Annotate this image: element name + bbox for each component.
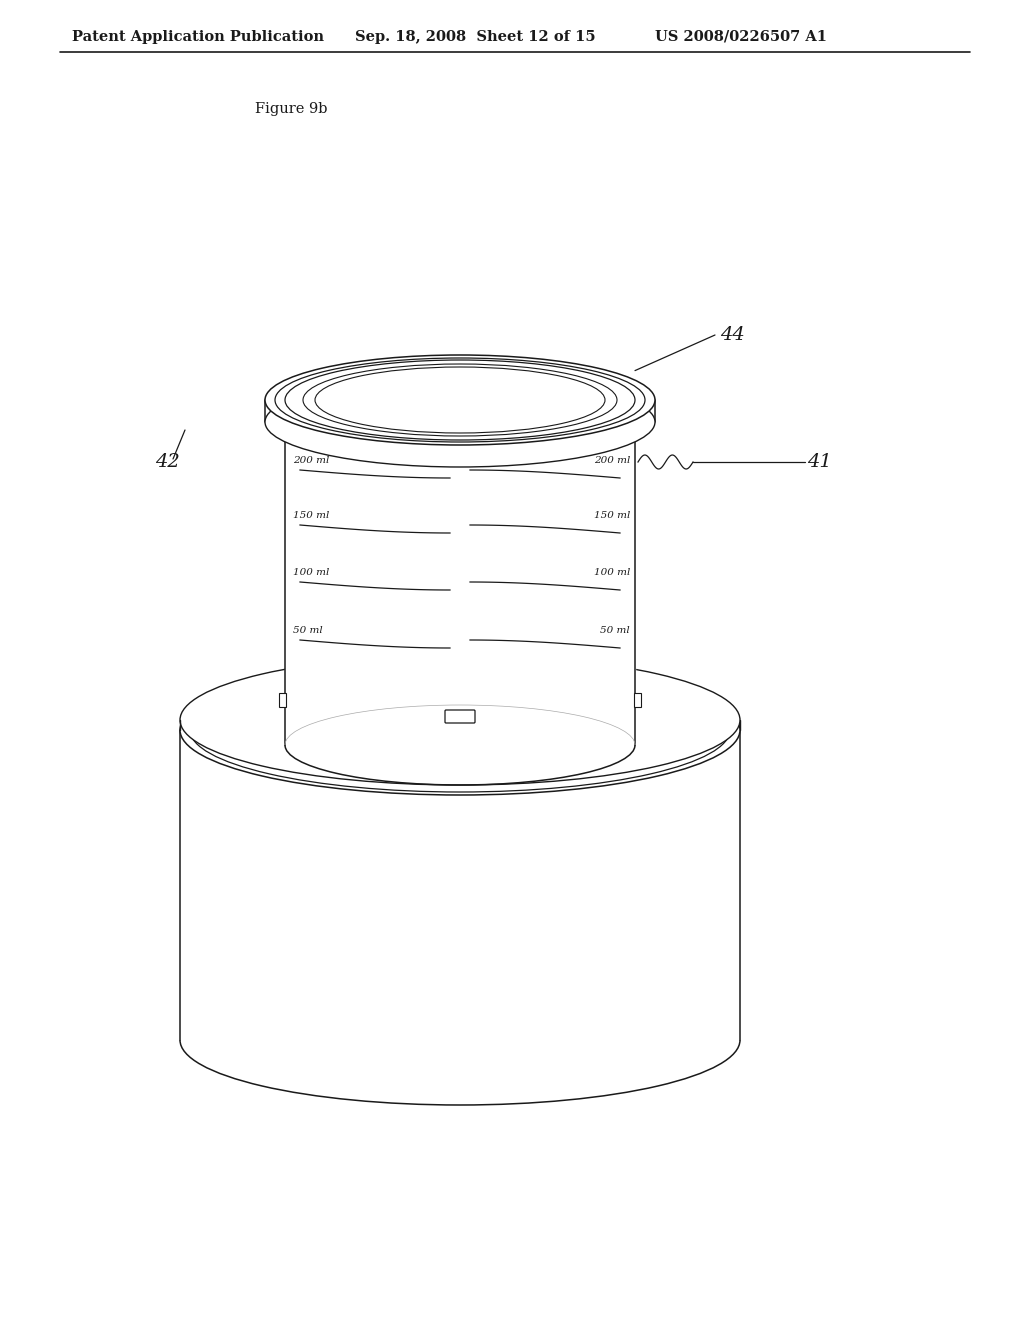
Text: 100 ml: 100 ml [293,568,330,577]
FancyBboxPatch shape [279,693,286,708]
Text: 50 ml: 50 ml [600,626,630,635]
Ellipse shape [315,367,605,433]
Text: US 2008/0226507 A1: US 2008/0226507 A1 [655,30,827,44]
Ellipse shape [180,665,740,795]
Text: Figure 9b: Figure 9b [255,102,328,116]
Text: Patent Application Publication: Patent Application Publication [72,30,324,44]
Ellipse shape [303,364,617,436]
Ellipse shape [265,378,655,467]
Text: 50 ml: 50 ml [293,626,323,635]
Ellipse shape [190,668,730,792]
Text: 200 ml: 200 ml [594,455,630,465]
Text: 150 ml: 150 ml [293,511,330,520]
Text: Sep. 18, 2008  Sheet 12 of 15: Sep. 18, 2008 Sheet 12 of 15 [355,30,596,44]
Text: 150 ml: 150 ml [594,511,630,520]
FancyBboxPatch shape [445,710,475,723]
Text: 41: 41 [807,453,831,471]
Ellipse shape [285,360,635,440]
Ellipse shape [265,355,655,445]
Text: 42: 42 [155,453,180,471]
Ellipse shape [275,358,645,442]
Text: 200 ml: 200 ml [293,455,330,465]
FancyBboxPatch shape [634,693,641,708]
Text: 100 ml: 100 ml [594,568,630,577]
Ellipse shape [180,655,740,785]
Text: 44: 44 [720,326,744,345]
